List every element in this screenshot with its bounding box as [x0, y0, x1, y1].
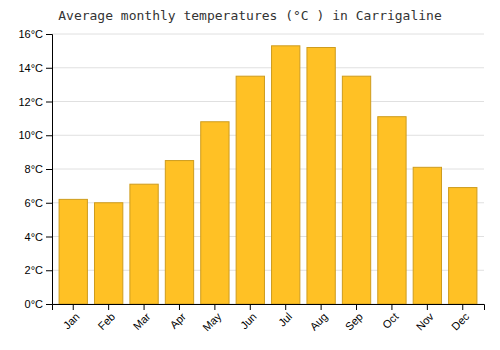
- bar: [413, 167, 441, 304]
- x-tick: Dec: [449, 304, 472, 333]
- tick-label: 2°C: [25, 264, 44, 276]
- tick-label: Mar: [131, 310, 153, 332]
- bar: [94, 203, 122, 304]
- x-tick: Mar: [131, 304, 153, 332]
- tick-label: Sep: [343, 310, 365, 332]
- tick-mark: [391, 304, 392, 310]
- x-tick: Sep: [343, 304, 365, 333]
- y-tick: 4°C: [25, 231, 52, 243]
- tick-label: 6°C: [25, 197, 44, 209]
- grid-line: [52, 67, 484, 68]
- grid-line: [52, 135, 484, 136]
- tick-mark: [462, 304, 463, 310]
- bar: [165, 161, 193, 304]
- y-tick: 14°C: [18, 62, 52, 74]
- chart: Average monthly temperatures (°C ) in Ca…: [0, 0, 500, 350]
- tick-label: 0°C: [25, 298, 44, 310]
- tick-mark: [108, 304, 109, 310]
- tick-label: 14°C: [18, 62, 43, 74]
- x-tick: Jan: [61, 304, 82, 331]
- tick-mark: [46, 68, 52, 69]
- tick-mark: [46, 203, 52, 204]
- tick-mark: [46, 270, 52, 271]
- x-tick: Nov: [414, 304, 437, 333]
- tick-label: Aug: [307, 310, 329, 332]
- x-tick: May: [200, 304, 224, 333]
- grid-line: [52, 101, 484, 102]
- y-tick: 12°C: [18, 96, 52, 108]
- bar: [378, 117, 406, 304]
- bar: [201, 122, 229, 304]
- tick-label: May: [200, 310, 224, 334]
- x-tick: Feb: [95, 304, 117, 332]
- tick-mark: [46, 169, 52, 170]
- x-tick: Aug: [307, 304, 329, 333]
- tick-mark: [321, 304, 322, 310]
- plot: Jan Feb Mar Apr May Jun Jul Aug Sep Oct Nov Dec 0°C 2…: [18, 28, 484, 333]
- y-tick: 10°C: [18, 129, 52, 141]
- y-axis: 0°C 2°C 4°C 6°C 8°C 10°C 12°C 14°C 16°C: [18, 28, 52, 310]
- tick-mark: [179, 304, 180, 310]
- bars: [59, 46, 477, 304]
- tick-label: 16°C: [18, 28, 43, 40]
- tick-label: Oct: [380, 310, 401, 331]
- y-tick: 2°C: [25, 264, 52, 276]
- y-tick: 6°C: [25, 197, 52, 209]
- tick-label: 12°C: [18, 96, 43, 108]
- bar: [272, 46, 300, 304]
- tick-label: Jul: [276, 310, 294, 328]
- tick-mark: [356, 304, 357, 310]
- tick-label: Nov: [414, 310, 437, 333]
- tick-mark: [46, 102, 52, 103]
- tick-label: Feb: [95, 310, 117, 332]
- grid-line: [52, 34, 484, 35]
- grid: [52, 34, 484, 304]
- bar: [236, 76, 264, 304]
- tick-label: 4°C: [25, 231, 44, 243]
- axis-line: [46, 35, 53, 305]
- bar: [59, 199, 87, 304]
- tick-mark: [46, 135, 52, 136]
- tick-mark: [285, 304, 286, 310]
- tick-label: Jun: [238, 310, 259, 331]
- bar: [307, 48, 335, 305]
- tick-mark: [46, 237, 52, 238]
- y-tick: 0°C: [25, 298, 52, 310]
- tick-mark: [46, 304, 52, 305]
- tick-mark: [73, 304, 74, 310]
- x-tick: Jul: [276, 304, 294, 329]
- title: Average monthly temperatures (°C ) in Ca…: [58, 8, 442, 23]
- tick-label: Jan: [61, 310, 82, 331]
- y-tick: 8°C: [25, 163, 52, 175]
- tick-mark: [214, 304, 215, 310]
- bar: [449, 188, 477, 304]
- tick-label: 10°C: [18, 129, 43, 141]
- tick-mark: [250, 304, 251, 310]
- x-tick: Apr: [167, 304, 188, 331]
- tick-mark: [144, 304, 145, 310]
- tick-mark: [46, 34, 52, 35]
- x-tick: Oct: [380, 304, 401, 331]
- tick-label: 8°C: [25, 163, 44, 175]
- x-tick: Jun: [238, 304, 259, 331]
- y-tick: 16°C: [18, 28, 52, 40]
- bar: [342, 76, 370, 304]
- x-axis: Jan Feb Mar Apr May Jun Jul Aug Sep Oct Nov Dec: [53, 304, 485, 333]
- axis-line: [53, 305, 485, 311]
- tick-label: Dec: [449, 310, 472, 333]
- tick-label: Apr: [167, 310, 188, 331]
- bar: [130, 184, 158, 304]
- tick-mark: [427, 304, 428, 310]
